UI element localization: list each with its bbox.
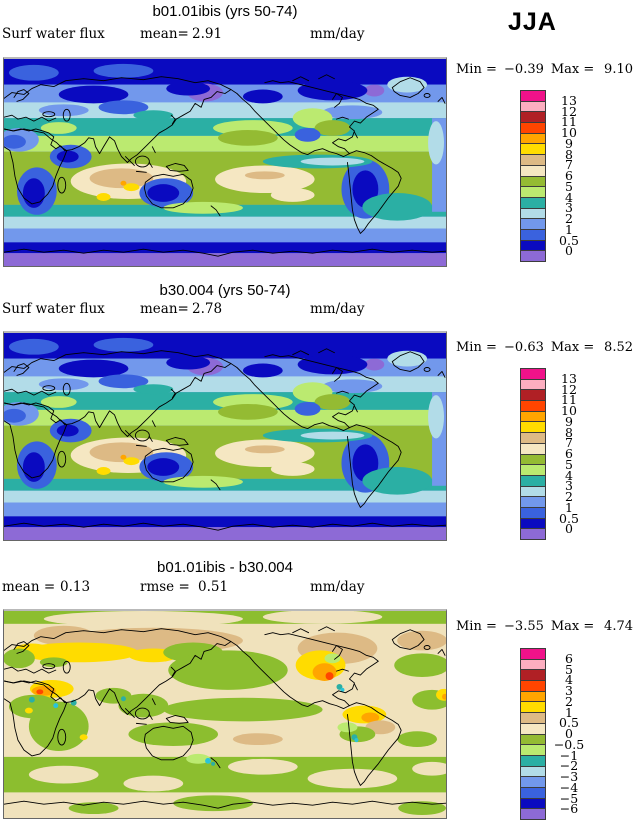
panel1-units-label: mm/day xyxy=(310,26,365,42)
colorbar-tick-label: 6 xyxy=(565,446,573,461)
panel3-units-label: mm/day xyxy=(310,579,365,595)
panel3-colorbar: 6 5 4 3 2 1 0.5 0 −0.5 −1 −2 −3 −4 −5 −6 xyxy=(520,648,592,820)
colorbar-tick-label: 1 xyxy=(565,704,573,720)
panel1-colorbar: 13 12 11 10 9 8 7 6 5 4 3 2 1 0.5 0 xyxy=(520,90,592,262)
colorbar-tick-label: −4 xyxy=(559,779,579,795)
panel2-max-label: Max = xyxy=(550,340,595,355)
colorbar-tick-label: 5 xyxy=(565,456,573,472)
season-label: JJA xyxy=(508,8,557,36)
panel2-colorbar-cells xyxy=(520,368,546,540)
panel1-field-label: Surf water flux xyxy=(2,26,105,42)
panel3-mean-label: mean = xyxy=(2,579,56,595)
panel3-max-value: 4.74 xyxy=(604,619,633,634)
panel2-min-value: −0.63 xyxy=(504,340,544,355)
panel3-rmse-value: 0.51 xyxy=(198,579,229,595)
colorbar-cell xyxy=(520,528,546,540)
colorbar-tick-label: 3 xyxy=(565,683,573,698)
colorbar-tick-label: 3 xyxy=(565,200,573,216)
panel2-colorbar: 13 12 11 10 9 8 7 6 5 4 3 2 1 0.5 0 xyxy=(520,368,592,540)
colorbar-tick-label: 7 xyxy=(565,157,573,173)
colorbar-tick-label: −0.5 xyxy=(553,736,585,752)
panel3-title: b01.01ibis - b30.004 xyxy=(157,559,293,576)
colorbar-tick-label: 1 xyxy=(565,221,573,237)
panel1-map-canvas xyxy=(4,59,446,266)
colorbar-tick-label: 8 xyxy=(565,424,573,440)
panel2-map-b30-004 xyxy=(3,331,447,541)
panel3-minmax-line: Min = −3.55 Max = 4.74 xyxy=(456,619,633,634)
panel1-max-label: Max = xyxy=(550,62,595,77)
panel1-mean-label: mean= xyxy=(140,26,189,42)
panel3-min-value: −3.55 xyxy=(504,619,544,634)
colorbar-tick-label: 0 xyxy=(565,521,573,537)
colorbar-tick-label: 0.5 xyxy=(559,232,579,248)
colorbar-tick-label: 7 xyxy=(565,435,573,451)
panel1-stats-row: Surf water flux mean= 2.91 mm/day xyxy=(0,26,452,44)
colorbar-tick-label: −3 xyxy=(559,769,579,784)
colorbar-cell xyxy=(520,250,546,262)
colorbar-tick-label: 5 xyxy=(565,178,573,194)
panel3-max-label: Max = xyxy=(550,619,595,634)
colorbar-tick-label: 10 xyxy=(561,403,577,418)
panel2-colorbar-labels: 13 12 11 10 9 8 7 6 5 4 3 2 1 0.5 0 xyxy=(549,368,589,540)
colorbar-tick-label: 4 xyxy=(565,672,573,688)
colorbar-tick-label: 6 xyxy=(565,650,573,666)
colorbar-tick-label: 4 xyxy=(565,189,573,205)
panel3-colorbar-labels: 6 5 4 3 2 1 0.5 0 −0.5 −1 −2 −3 −4 −5 −6 xyxy=(549,648,589,820)
colorbar-tick-label: 10 xyxy=(561,125,577,140)
colorbar-tick-label: 2 xyxy=(565,693,573,709)
colorbar-tick-label: 8 xyxy=(565,146,573,162)
panel3-min-label: Min = xyxy=(456,619,497,634)
panel1-colorbar-cells xyxy=(520,90,546,262)
panel1-map-b01-01ibis xyxy=(3,57,447,267)
colorbar-tick-label: 3 xyxy=(565,478,573,494)
panel2-field-label: Surf water flux xyxy=(2,301,105,317)
colorbar-tick-label: 4 xyxy=(565,467,573,483)
colorbar-cell xyxy=(520,808,546,820)
panel1-title: b01.01ibis (yrs 50-74) xyxy=(152,3,298,20)
colorbar-tick-label: 9 xyxy=(565,413,573,429)
panel3-mean-value: 0.13 xyxy=(60,579,91,595)
colorbar-tick-label: −5 xyxy=(559,790,579,806)
panel2-title: b30.004 (yrs 50-74) xyxy=(159,282,291,299)
colorbar-tick-label: −1 xyxy=(559,747,579,763)
panel2-stats-row: Surf water flux mean= 2.78 mm/day xyxy=(0,301,452,319)
panel2-min-label: Min = xyxy=(456,340,497,355)
colorbar-tick-label: −6 xyxy=(559,801,579,817)
colorbar-tick-label: 2 xyxy=(565,211,573,226)
colorbar-tick-label: 12 xyxy=(561,103,577,119)
panel1-mean-value: 2.91 xyxy=(192,26,223,42)
panel3-colorbar-cells xyxy=(520,648,546,820)
panel1-colorbar-labels: 13 12 11 10 9 8 7 6 5 4 3 2 1 0.5 0 xyxy=(549,90,589,262)
panel1-max-value: 9.10 xyxy=(604,62,633,77)
panel2-max-value: 8.52 xyxy=(604,340,633,355)
colorbar-tick-label: 0.5 xyxy=(559,510,579,526)
colorbar-tick-label: 1 xyxy=(565,499,573,515)
colorbar-tick-label: 11 xyxy=(561,114,577,130)
colorbar-tick-label: 0.5 xyxy=(559,715,579,731)
colorbar-tick-label: −2 xyxy=(559,758,579,774)
panel2-map-canvas xyxy=(4,333,446,540)
panel2-mean-label: mean= xyxy=(140,301,189,317)
colorbar-tick-label: 13 xyxy=(561,92,577,108)
panel1-minmax-line: Min = −0.39 Max = 9.10 xyxy=(456,62,633,77)
panel3-map-canvas xyxy=(4,611,446,818)
colorbar-tick-label: 11 xyxy=(561,392,577,408)
panel3-rmse-label: rmse = xyxy=(140,579,190,595)
colorbar-tick-label: 9 xyxy=(565,135,573,151)
colorbar-tick-label: 12 xyxy=(561,381,577,397)
panel2-units-label: mm/day xyxy=(310,301,365,317)
colorbar-tick-label: 2 xyxy=(565,489,573,504)
colorbar-tick-label: 5 xyxy=(565,661,573,677)
panel1-min-label: Min = xyxy=(456,62,497,77)
panel3-stats-row: mean = 0.13 rmse = 0.51 mm/day xyxy=(0,579,452,597)
colorbar-tick-label: 0 xyxy=(565,726,573,741)
panel2-mean-value: 2.78 xyxy=(192,301,223,317)
colorbar-tick-label: 6 xyxy=(565,168,573,183)
panel2-minmax-line: Min = −0.63 Max = 8.52 xyxy=(456,340,633,355)
colorbar-tick-label: 0 xyxy=(565,243,573,259)
panel3-map-difference xyxy=(3,609,447,819)
colorbar-tick-label: 13 xyxy=(561,370,577,386)
panel1-min-value: −0.39 xyxy=(504,62,544,77)
